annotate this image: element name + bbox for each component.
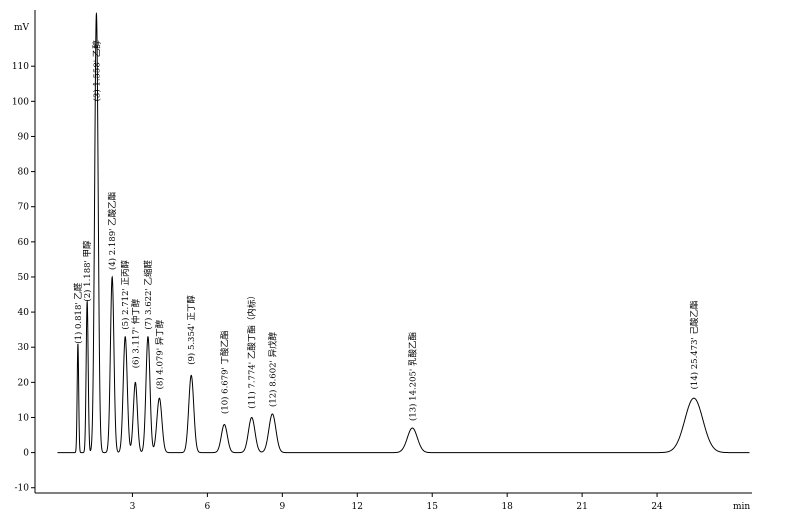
peak-label-2: (2) 1.188' 甲醇 — [82, 240, 93, 302]
peak-label-1: (1) 0.818' 乙醛 — [73, 282, 84, 344]
x-tick-label: 24 — [651, 502, 663, 512]
y-unit-label: mV — [14, 23, 30, 33]
x-tick-label: 3 — [130, 502, 136, 512]
y-tick-label: 40 — [18, 308, 30, 318]
x-tick-label: 6 — [205, 502, 211, 512]
x-tick-label: 12 — [352, 502, 363, 512]
peak-label-5: (5) 2.712' 正丙醇 — [120, 260, 131, 330]
x-unit-label: min — [733, 502, 750, 512]
y-tick-label: 110 — [12, 62, 29, 72]
y-tick-label: -10 — [15, 484, 30, 494]
chart-axes — [34, 10, 752, 494]
y-tick-label: 20 — [18, 378, 30, 388]
peak-label-6: (6) 3.117' 仲丁醇 — [130, 298, 141, 368]
y-tick-label: 80 — [18, 168, 30, 178]
y-tick-label: 0 — [23, 449, 29, 459]
peak-label-4: (4) 2.189' 乙酸乙酯 — [107, 191, 118, 270]
y-tick-label: 10 — [18, 413, 30, 423]
y-tick-label: 100 — [12, 97, 29, 107]
y-tick-label: 50 — [18, 273, 30, 283]
y-tick-label: 70 — [18, 203, 30, 213]
peak-label-3: (3) 1.558' 乙醇 — [91, 40, 102, 102]
peak-label-8: (8) 4.079' 异丁醇 — [154, 319, 165, 389]
y-ticks: -10 0 10 20 30 40 50 60 70 80 90 100 110 — [12, 62, 35, 494]
peak-label-13: (13) 14.205' 乳酸乙酯 — [407, 332, 418, 421]
peak-label-7: (7) 3.622' 乙缩醛 — [143, 260, 154, 330]
peak-label-14: (14) 25.473' 己酸乙酯 — [689, 300, 700, 389]
chromatogram-trace — [57, 11, 750, 454]
x-tick-label: 21 — [576, 502, 587, 512]
peak-label-9: (9) 5.354' 正丁醇 — [186, 295, 197, 365]
y-tick-label: 30 — [18, 343, 30, 353]
x-tick-label: 9 — [279, 502, 285, 512]
peak-labels: (1) 0.818' 乙醛(2) 1.188' 甲醇 (3) 1.558' 乙醇 (… — [73, 40, 700, 421]
peak-label-11: (11) 7.774' 乙酸丁酯（内标） — [247, 291, 258, 409]
y-tick-label: 90 — [18, 132, 30, 142]
x-tick-label: 18 — [501, 502, 513, 512]
peak-label-12: (12) 8.602' 异戊醇 — [267, 331, 278, 407]
x-ticks: 3 6 9 12 15 18 21 24 — [130, 493, 663, 512]
x-tick-label: 15 — [426, 502, 438, 512]
y-tick-label: 60 — [18, 238, 30, 248]
peak-label-10: (10) 6.679' 丁酸乙酯 — [219, 330, 230, 414]
